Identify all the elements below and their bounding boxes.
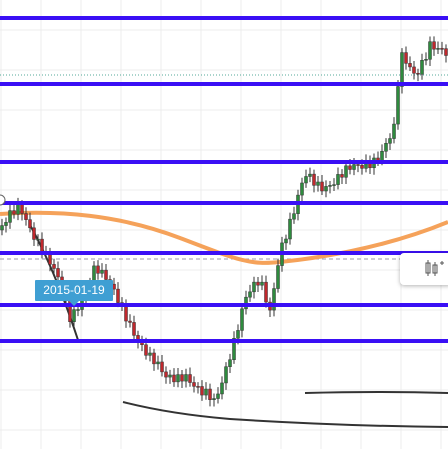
candle-body xyxy=(160,361,164,373)
candle-body xyxy=(32,227,36,240)
candle-body xyxy=(420,60,424,75)
candle-body xyxy=(408,63,412,68)
candle-body xyxy=(180,374,184,382)
handle xyxy=(0,194,6,206)
candle-body xyxy=(392,123,396,139)
candle-body xyxy=(428,41,432,60)
candle-body xyxy=(168,374,172,378)
candle-body xyxy=(128,320,132,323)
candle-body xyxy=(192,382,196,387)
candle-body xyxy=(24,213,28,220)
candle-body xyxy=(8,210,12,223)
candle-body xyxy=(236,330,240,339)
candle-body xyxy=(16,203,20,215)
trend-curve xyxy=(304,391,448,394)
candle-body xyxy=(412,66,416,74)
candle-body xyxy=(276,265,280,289)
candle-body xyxy=(352,164,356,170)
candle-body xyxy=(356,164,360,166)
candle-body xyxy=(300,182,304,196)
candle-body xyxy=(272,288,276,311)
candle-body xyxy=(304,176,308,184)
candle-body xyxy=(232,337,236,360)
candle-body xyxy=(248,291,252,298)
candle-body xyxy=(284,238,288,244)
candle-body xyxy=(292,213,296,220)
candle-body xyxy=(344,165,348,178)
candle-body xyxy=(336,174,340,185)
candle-body xyxy=(4,222,8,226)
candle-body xyxy=(416,72,420,75)
candle-body xyxy=(220,382,224,395)
candle-body xyxy=(316,181,320,186)
candle-body xyxy=(96,265,100,274)
candle-body xyxy=(156,361,160,365)
candle-body xyxy=(56,268,60,278)
candle-body xyxy=(176,374,180,383)
candle-body xyxy=(240,308,244,331)
candle-body xyxy=(104,269,108,280)
candle-body xyxy=(424,59,428,61)
candle-body xyxy=(204,388,208,396)
candle-body xyxy=(52,264,56,269)
candle-body xyxy=(196,386,200,388)
candle-body xyxy=(328,185,332,187)
candle-body xyxy=(324,186,328,192)
candle-body xyxy=(400,52,404,87)
candle-body xyxy=(116,288,120,303)
candle-body xyxy=(212,398,216,400)
candle-body xyxy=(28,219,32,229)
candle-body xyxy=(380,151,384,161)
candle-body xyxy=(0,225,4,231)
candle-body xyxy=(384,143,388,152)
candle-body xyxy=(184,374,188,382)
candle-body xyxy=(256,281,260,286)
candle-body xyxy=(144,344,148,356)
candle-body xyxy=(444,48,448,56)
candle-body xyxy=(244,296,248,310)
candle-body xyxy=(332,184,336,186)
chart-type-button[interactable] xyxy=(400,253,448,285)
moving-average xyxy=(0,210,448,265)
candle-body xyxy=(216,393,220,399)
candle-body xyxy=(72,309,76,322)
candle-body xyxy=(396,86,400,125)
candle-body xyxy=(320,181,324,192)
candle-body xyxy=(388,138,392,144)
candle-body xyxy=(20,203,24,214)
candle-body xyxy=(224,366,228,384)
candle-body xyxy=(264,281,268,303)
date-tooltip: 2015-01-19 xyxy=(35,280,113,306)
candle-body xyxy=(404,52,408,64)
candle-body xyxy=(12,210,16,215)
candle-body xyxy=(260,281,264,286)
candle-body xyxy=(172,374,176,383)
candle-body xyxy=(436,48,440,50)
candle-body xyxy=(312,173,316,186)
candle-body xyxy=(432,41,436,50)
candle-icon xyxy=(425,260,444,276)
candle-body xyxy=(340,174,344,178)
trend-curve xyxy=(122,401,448,428)
candle-body xyxy=(36,238,40,241)
candle-body xyxy=(208,388,212,400)
candle-body xyxy=(252,281,256,293)
candle-body xyxy=(228,359,232,367)
candle-body xyxy=(152,352,156,365)
candle-body xyxy=(188,374,192,383)
candle-body xyxy=(100,269,104,274)
candle-body xyxy=(132,322,136,336)
candle-body xyxy=(360,164,364,169)
candle-body xyxy=(288,218,292,240)
candle-body xyxy=(200,386,204,396)
candle-body xyxy=(308,173,312,177)
candle-body xyxy=(76,309,80,311)
candle-body xyxy=(164,371,168,378)
candle-body xyxy=(440,48,444,50)
candle-body xyxy=(348,165,352,170)
candle-body xyxy=(148,352,152,356)
